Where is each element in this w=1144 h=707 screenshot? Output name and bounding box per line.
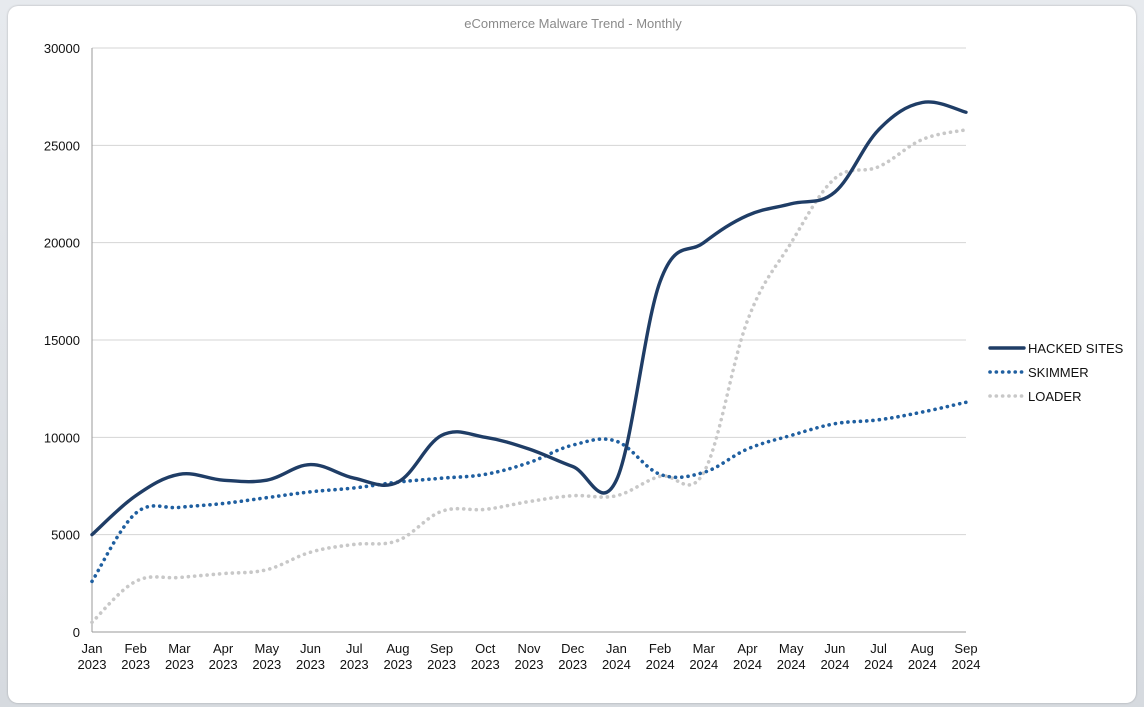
x-tick-label: Aug 2024 (908, 641, 937, 672)
legend-label: LOADER (1028, 389, 1081, 404)
x-tick-label: Feb 2024 (646, 641, 675, 672)
x-tick-label: Apr 2024 (733, 641, 762, 672)
series-line-loader (90, 127, 968, 625)
y-tick-label: 15000 (44, 333, 80, 348)
legend-label: SKIMMER (1028, 365, 1089, 380)
y-axis-ticks: 30000 25000 20000 15000 10000 5000 0 (44, 41, 80, 640)
y-tick-label: 5000 (51, 528, 80, 543)
x-tick-label: Jan 2023 (78, 641, 107, 672)
x-axis-ticks: Jan 2023 Feb 2023 Mar 2023 Apr 2023 May 2023 Jun 20… (78, 641, 981, 672)
y-tick-label: 0 (73, 625, 80, 640)
y-tick-label: 10000 (44, 430, 80, 445)
x-tick-label: Dec 2023 (558, 641, 587, 672)
x-tick-label: Mar 2024 (689, 641, 718, 672)
x-tick-label: May 2023 (252, 641, 281, 672)
chart-title: eCommerce Malware Trend - Monthly (464, 16, 682, 31)
series-line-skimmer (90, 400, 968, 584)
x-tick-label: Apr 2023 (209, 641, 238, 672)
y-tick-label: 30000 (44, 41, 80, 56)
series-line-hacked-sites (90, 100, 968, 537)
x-tick-label: Oct 2023 (471, 641, 500, 672)
x-tick-label: Feb 2023 (121, 641, 150, 672)
legend-label: HACKED SITES (1028, 341, 1124, 356)
x-tick-label: Jul 2023 (340, 641, 369, 672)
chart-panel (8, 6, 1136, 703)
grid-lines (91, 47, 966, 633)
x-tick-label: Sep 2024 (952, 641, 981, 672)
x-tick-label: Sep 2023 (427, 641, 456, 672)
x-tick-label: Jun 2024 (820, 641, 849, 672)
legend: HACKED SITES SKIMMER LOADER (988, 341, 1124, 404)
x-tick-label: Jul 2024 (864, 641, 893, 672)
x-tick-label: May 2024 (777, 641, 806, 672)
y-tick-label: 20000 (44, 236, 80, 251)
x-tick-label: Jun 2023 (296, 641, 325, 672)
x-tick-label: Jan 2024 (602, 641, 631, 672)
y-tick-label: 25000 (44, 138, 80, 153)
x-tick-label: Nov 2023 (515, 641, 544, 672)
x-tick-label: Aug 2023 (383, 641, 412, 672)
series-lines (90, 100, 968, 625)
x-tick-label: Mar 2023 (165, 641, 194, 672)
